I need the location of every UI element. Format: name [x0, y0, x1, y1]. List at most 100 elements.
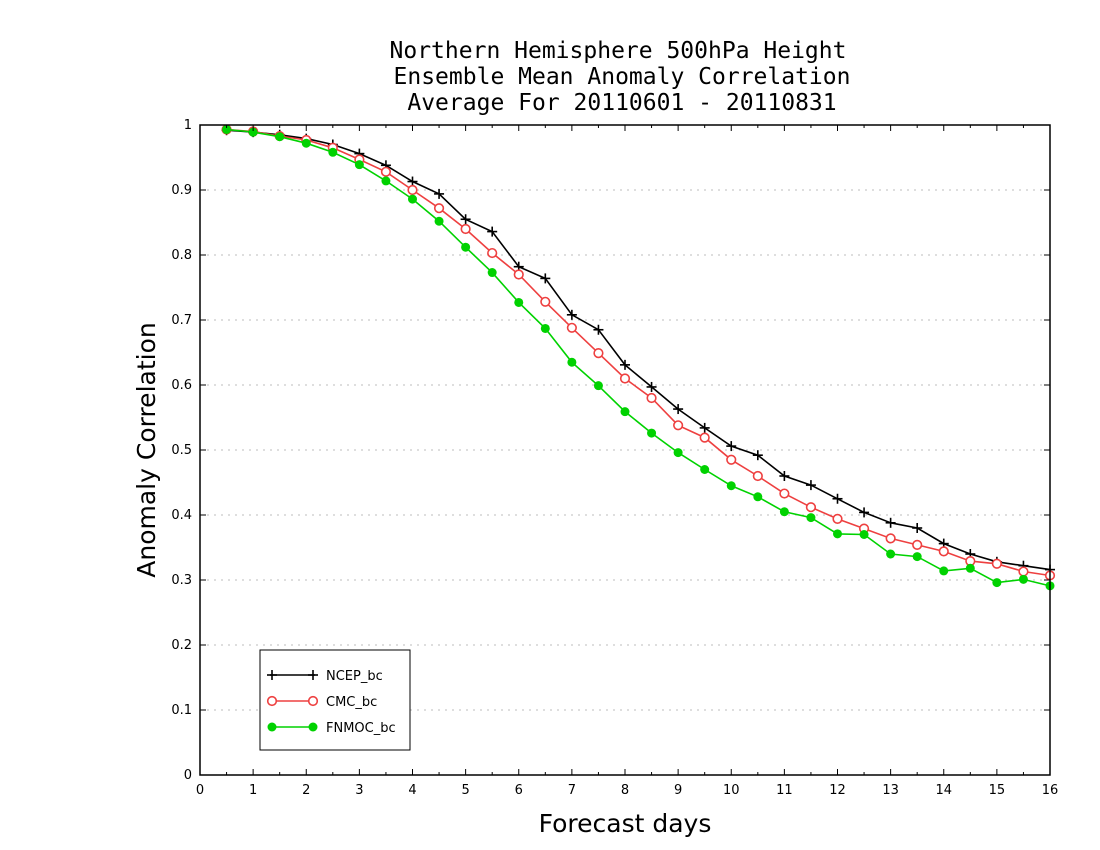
- data-point-CMC_bc-20: [752, 470, 763, 482]
- legend-marker-end-CMC_bc: [307, 695, 319, 707]
- x-tick-label-13: 13: [882, 783, 899, 798]
- chart-title: Northern Hemisphere 500hPa Height Ensemb…: [390, 38, 851, 116]
- data-point-NCEP_bc-15: [620, 359, 630, 370]
- data-point-FNMOC_bc-26: [912, 552, 922, 562]
- data-point-CMC_bc-15: [619, 373, 631, 384]
- legend-marker-NCEP_bc: [267, 670, 277, 680]
- legend-marker-end-NCEP_bc: [308, 670, 318, 680]
- data-point-NCEP_bc-17: [673, 404, 684, 415]
- y-tick-label-6: 0.6: [171, 378, 192, 393]
- data-point-FNMOC_bc-1: [248, 127, 258, 137]
- x-tick-label-10: 10: [723, 783, 740, 798]
- data-point-FNMOC_bc-5: [354, 160, 364, 170]
- legend-marker-end-FNMOC_bc: [308, 722, 318, 732]
- data-point-NCEP_bc-8: [434, 188, 445, 199]
- data-point-FNMOC_bc-18: [700, 465, 710, 474]
- data-point-CMC_bc-22: [805, 502, 817, 513]
- data-point-CMC_bc-13: [566, 322, 577, 333]
- y-tick-label-8: 0.8: [171, 248, 192, 263]
- legend-label-NCEP_bc: NCEP_bc: [326, 669, 383, 684]
- data-point-FNMOC_bc-27: [939, 566, 949, 576]
- x-tick-label-5: 5: [461, 783, 469, 798]
- data-point-FNMOC_bc-22: [806, 513, 816, 523]
- x-tick-label-6: 6: [515, 783, 523, 798]
- y-tick-label-0: 0: [184, 768, 192, 783]
- chart-title-line-2: Ensemble Mean Anomaly Correlation: [394, 64, 851, 90]
- x-tick-label-1: 1: [249, 783, 257, 798]
- data-point-CMC_bc-16: [646, 392, 657, 404]
- data-point-NCEP_bc-22: [805, 480, 816, 491]
- x-axis: 0 1 2 3 4 5 6 7 8 9 10 11 12 13 14 15 16: [196, 125, 1058, 798]
- data-point-FNMOC_bc-30: [1018, 574, 1028, 584]
- y-tick-label-1: 0.1: [171, 703, 192, 718]
- x-tick-label-3: 3: [355, 783, 363, 798]
- data-point-CMC_bc-30: [1018, 566, 1029, 577]
- x-tick-label-14: 14: [935, 783, 952, 798]
- data-point-NCEP_bc-21: [779, 471, 790, 481]
- x-tick-label-2: 2: [302, 783, 310, 798]
- legend-box: [259, 649, 411, 751]
- y-axis-title: Anomaly Correlation: [132, 322, 161, 577]
- data-point-CMC_bc-17: [673, 420, 684, 431]
- data-point-NCEP_bc-26: [912, 523, 923, 533]
- data-point-NCEP_bc-19: [726, 441, 737, 452]
- data-point-CMC_bc-6: [380, 166, 392, 177]
- data-point-NCEP_bc-7: [407, 176, 418, 187]
- data-point-CMC_bc-21: [779, 488, 790, 499]
- data-point-CMC_bc-29: [991, 558, 1002, 569]
- data-point-NCEP_bc-20: [752, 450, 763, 461]
- data-point-FNMOC_bc-6: [381, 176, 391, 186]
- data-point-FNMOC_bc-9: [461, 242, 471, 252]
- data-point-FNMOC_bc-28: [965, 563, 975, 573]
- x-tick-label-15: 15: [989, 783, 1006, 798]
- data-point-FNMOC_bc-16: [647, 428, 657, 438]
- data-point-CMC_bc-9: [460, 223, 471, 235]
- data-point-CMC_bc-23: [832, 513, 843, 525]
- data-point-NCEP_bc-18: [699, 422, 710, 433]
- data-point-CMC_bc-10: [487, 247, 498, 259]
- data-point-NCEP_bc-12: [540, 273, 551, 284]
- y-tick-label-2: 0.2: [171, 638, 192, 653]
- data-point-NCEP_bc-10: [487, 226, 498, 237]
- data-point-FNMOC_bc-24: [859, 530, 869, 539]
- series-line-CMC_bc: [226, 128, 1051, 577]
- data-point-FNMOC_bc-4: [328, 147, 338, 157]
- data-point-CMC_bc-26: [912, 539, 923, 551]
- y-tick-label-9: 0.9: [171, 183, 192, 198]
- legend-marker-CMC_bc: [266, 695, 278, 707]
- series-line-NCEP_bc: [226, 129, 1051, 571]
- series-NCEP_bc: [221, 125, 1055, 575]
- data-point-CMC_bc-18: [699, 432, 710, 443]
- data-point-FNMOC_bc-23: [833, 529, 842, 539]
- chart-title-line-3: Average For 20110601 - 20110831: [407, 90, 836, 116]
- y-tick-label-7: 0.7: [171, 313, 192, 328]
- data-series: [221, 124, 1056, 591]
- gridlines: [200, 189, 1050, 711]
- x-tick-label-0: 0: [196, 783, 204, 798]
- data-point-NCEP_bc-14: [593, 324, 604, 335]
- data-point-FNMOC_bc-17: [673, 448, 683, 458]
- data-point-FNMOC_bc-12: [540, 323, 550, 333]
- data-point-FNMOC_bc-29: [992, 578, 1002, 588]
- data-point-NCEP_bc-25: [885, 517, 896, 528]
- data-point-FNMOC_bc-8: [434, 216, 444, 226]
- y-axis: 0 0.1 0.2 0.3 0.4 0.5 0.6 0.7 0.8 0.9 1: [171, 118, 1050, 783]
- data-point-CMC_bc-8: [433, 203, 445, 214]
- legend: NCEP_bc CMC_bc FNMOC_bc: [259, 649, 411, 751]
- data-point-FNMOC_bc-21: [779, 507, 789, 517]
- data-point-NCEP_bc-16: [646, 381, 657, 392]
- data-point-CMC_bc-7: [407, 184, 418, 196]
- chart-title-line-1: Northern Hemisphere 500hPa Height: [390, 38, 847, 64]
- series-line-FNMOC_bc: [226, 128, 1051, 587]
- legend-marker-FNMOC_bc: [267, 722, 277, 732]
- data-point-NCEP_bc-13: [566, 309, 577, 320]
- x-tick-label-11: 11: [776, 783, 793, 798]
- data-point-CMC_bc-27: [938, 546, 949, 557]
- x-tick-label-9: 9: [674, 783, 682, 798]
- data-point-NCEP_bc-9: [460, 214, 471, 225]
- series-FNMOC_bc: [222, 125, 1055, 591]
- data-point-FNMOC_bc-19: [726, 481, 736, 491]
- data-point-FNMOC_bc-20: [753, 492, 763, 502]
- y-tick-label-3: 0.3: [171, 573, 192, 588]
